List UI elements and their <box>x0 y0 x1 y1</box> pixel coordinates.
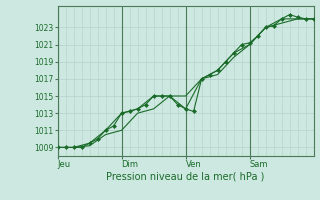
X-axis label: Pression niveau de la mer( hPa ): Pression niveau de la mer( hPa ) <box>107 172 265 182</box>
